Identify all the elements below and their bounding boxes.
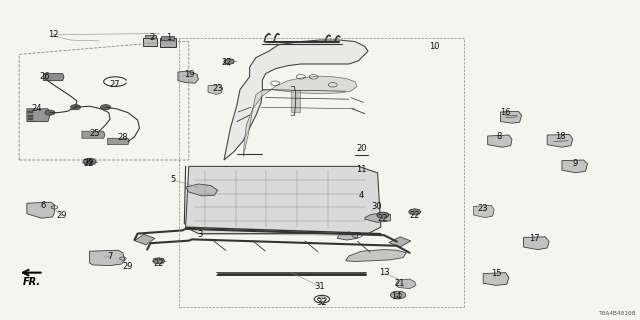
Circle shape: [86, 160, 93, 163]
Text: 23: 23: [212, 84, 223, 92]
Polygon shape: [483, 273, 509, 285]
Circle shape: [224, 59, 234, 64]
Text: 29: 29: [57, 212, 67, 220]
Circle shape: [83, 158, 96, 165]
Polygon shape: [389, 237, 411, 247]
Text: 28: 28: [117, 133, 127, 142]
Text: FR.: FR.: [23, 277, 41, 287]
Text: 18: 18: [555, 132, 565, 141]
Circle shape: [409, 209, 420, 215]
Text: 6: 6: [40, 201, 45, 210]
Polygon shape: [186, 184, 218, 196]
Text: 13: 13: [379, 268, 389, 277]
Polygon shape: [474, 205, 494, 218]
Text: 19: 19: [184, 70, 195, 79]
Text: 10: 10: [429, 42, 439, 51]
Polygon shape: [82, 131, 105, 138]
Text: 2: 2: [149, 33, 154, 42]
Text: 16: 16: [500, 108, 511, 117]
Polygon shape: [208, 85, 223, 94]
Polygon shape: [178, 71, 198, 83]
Text: 22: 22: [83, 159, 93, 168]
Text: 22: 22: [378, 214, 388, 223]
Text: 22: 22: [410, 211, 420, 220]
Polygon shape: [44, 74, 64, 81]
Text: 24: 24: [31, 104, 42, 113]
Polygon shape: [524, 237, 549, 250]
Text: 15: 15: [491, 269, 501, 278]
Text: 30: 30: [371, 202, 381, 211]
Polygon shape: [27, 202, 54, 218]
Text: 8: 8: [497, 132, 502, 141]
Text: 17: 17: [529, 234, 540, 243]
Bar: [145, 35, 156, 38]
Polygon shape: [488, 135, 512, 147]
Text: 12: 12: [48, 30, 58, 39]
Text: 32: 32: [316, 298, 326, 307]
Polygon shape: [547, 134, 573, 147]
Circle shape: [153, 258, 164, 264]
Bar: [28, 115, 33, 117]
Bar: [143, 38, 157, 46]
Circle shape: [70, 105, 81, 110]
Polygon shape: [337, 232, 358, 240]
Text: 1: 1: [166, 33, 171, 42]
Polygon shape: [186, 166, 381, 234]
Text: 11: 11: [356, 165, 367, 174]
Text: 22: 22: [154, 259, 164, 268]
Polygon shape: [90, 250, 125, 266]
Text: 4: 4: [359, 191, 364, 200]
Polygon shape: [224, 40, 368, 160]
Polygon shape: [346, 250, 406, 261]
Polygon shape: [365, 213, 390, 222]
Circle shape: [45, 110, 55, 115]
Circle shape: [377, 212, 388, 218]
Polygon shape: [27, 109, 50, 122]
Bar: [28, 111, 33, 113]
Circle shape: [100, 105, 111, 110]
Text: 25: 25: [90, 129, 100, 138]
Polygon shape: [291, 90, 300, 112]
Text: 3: 3: [197, 230, 202, 239]
Text: 23: 23: [478, 204, 488, 213]
Bar: [161, 36, 174, 40]
Text: 21: 21: [395, 279, 405, 288]
Polygon shape: [562, 160, 588, 173]
Text: 9: 9: [572, 159, 577, 168]
Bar: [160, 38, 175, 47]
Polygon shape: [243, 76, 357, 157]
Text: 31: 31: [315, 282, 325, 291]
Text: 5: 5: [170, 175, 175, 184]
Text: 14: 14: [392, 292, 402, 301]
Polygon shape: [396, 279, 416, 289]
Bar: [28, 118, 33, 120]
Text: 29: 29: [123, 262, 133, 271]
Text: 20: 20: [356, 144, 367, 153]
Polygon shape: [134, 234, 155, 245]
Circle shape: [390, 291, 406, 299]
Text: 26: 26: [40, 72, 50, 81]
Text: 27: 27: [110, 80, 120, 89]
Polygon shape: [500, 111, 522, 123]
Text: 22: 22: [221, 58, 232, 67]
Polygon shape: [108, 138, 129, 145]
Text: T0A4B40108: T0A4B40108: [599, 311, 637, 316]
Text: 7: 7: [108, 252, 113, 261]
